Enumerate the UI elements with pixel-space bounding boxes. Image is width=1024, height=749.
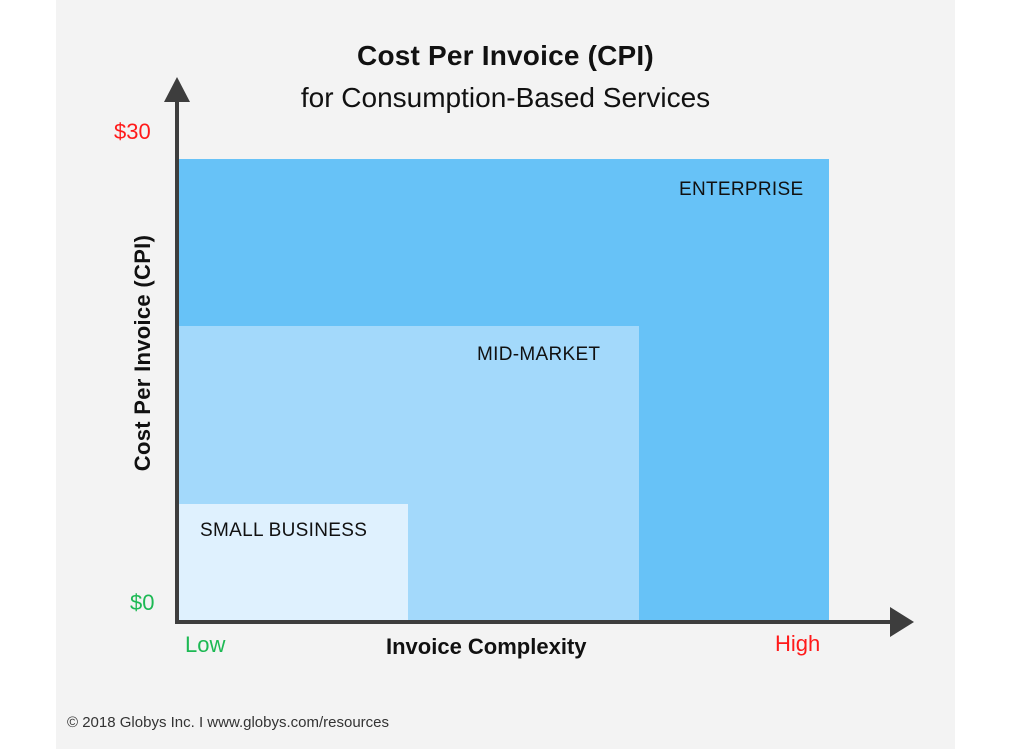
x-axis-line bbox=[175, 620, 895, 624]
x-max-label: High bbox=[775, 631, 821, 656]
footer-credit: © 2018 Globys Inc. I www.globys.com/reso… bbox=[67, 714, 390, 731]
mid-market-label: MID-MARKET bbox=[477, 344, 601, 365]
chart-subtitle: for Consumption-Based Services bbox=[300, 82, 711, 113]
x-axis-title: Invoice Complexity bbox=[386, 634, 587, 659]
x-axis-arrow-icon bbox=[890, 607, 914, 637]
small-business-label: SMALL BUSINESS bbox=[200, 520, 368, 541]
y-axis-arrow-icon bbox=[164, 77, 190, 102]
small-business-region: SMALL BUSINESS bbox=[179, 504, 408, 620]
enterprise-label: ENTERPRISE bbox=[679, 179, 804, 200]
y-min-label: $0 bbox=[130, 590, 155, 615]
y-axis-line bbox=[175, 100, 179, 624]
x-min-label: Low bbox=[185, 632, 226, 657]
y-max-label: $30 bbox=[114, 119, 151, 144]
chart-title: Cost Per Invoice (CPI) bbox=[357, 40, 654, 71]
y-axis-title: Cost Per Invoice (CPI) bbox=[130, 234, 155, 472]
